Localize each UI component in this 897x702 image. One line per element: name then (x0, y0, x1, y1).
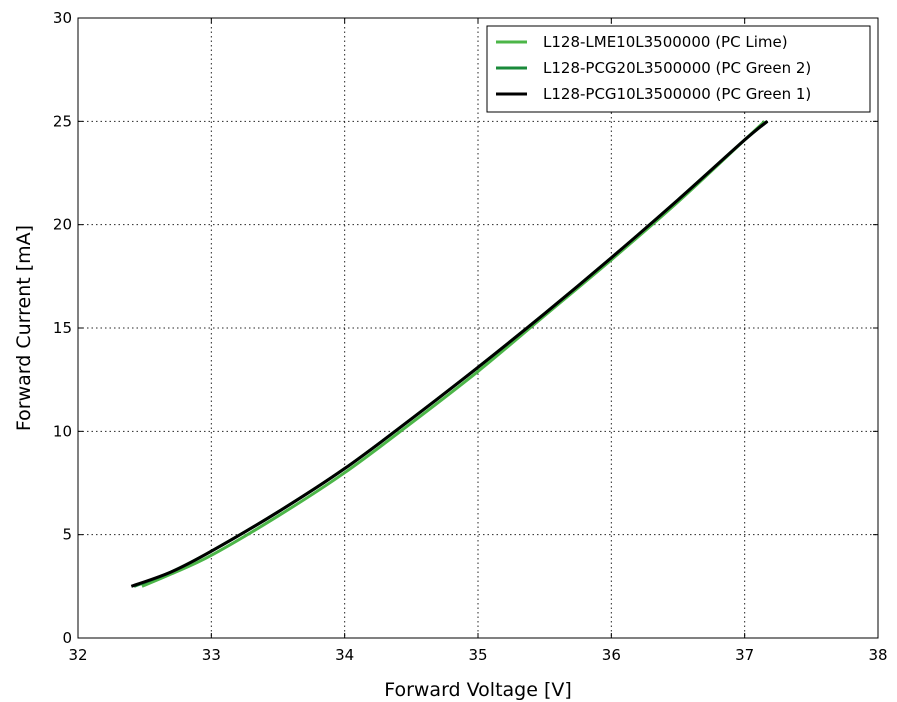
y-tick-label: 10 (53, 422, 72, 440)
legend: L128-LME10L3500000 (PC Lime) L128-PCG20L3… (486, 25, 871, 113)
legend-label: L128-PCG10L3500000 (PC Green 1) (543, 85, 811, 103)
y-tick-label: 25 (53, 112, 72, 130)
ticks (77, 17, 879, 639)
x-tick-label: 36 (602, 646, 621, 664)
x-tick-label: 34 (335, 646, 354, 664)
legend-box (486, 25, 871, 113)
x-axis-label: Forward Voltage [V] (384, 679, 572, 701)
y-tick-label: 0 (62, 629, 72, 647)
legend-label: L128-LME10L3500000 (PC Lime) (543, 33, 788, 51)
series-line-3 (130, 120, 769, 588)
x-tick-label: 32 (68, 646, 87, 664)
y-tick-label: 5 (62, 526, 72, 544)
x-tick-label: 35 (468, 646, 487, 664)
y-tick-label: 20 (53, 216, 72, 234)
series-line-1 (141, 120, 766, 588)
x-tick-label: 33 (202, 646, 221, 664)
y-tick-label: 30 (53, 9, 72, 27)
series-layer (130, 120, 769, 588)
tick-labels: 32 33 34 35 36 37 38 0 5 10 15 20 25 30 (53, 9, 888, 664)
x-tick-label: 37 (735, 646, 754, 664)
x-tick-label: 38 (868, 646, 887, 664)
legend-label: L128-PCG20L3500000 (PC Green 2) (543, 59, 811, 77)
y-tick-label: 15 (53, 319, 72, 337)
y-axis-label: Forward Current [mA] (13, 225, 35, 431)
